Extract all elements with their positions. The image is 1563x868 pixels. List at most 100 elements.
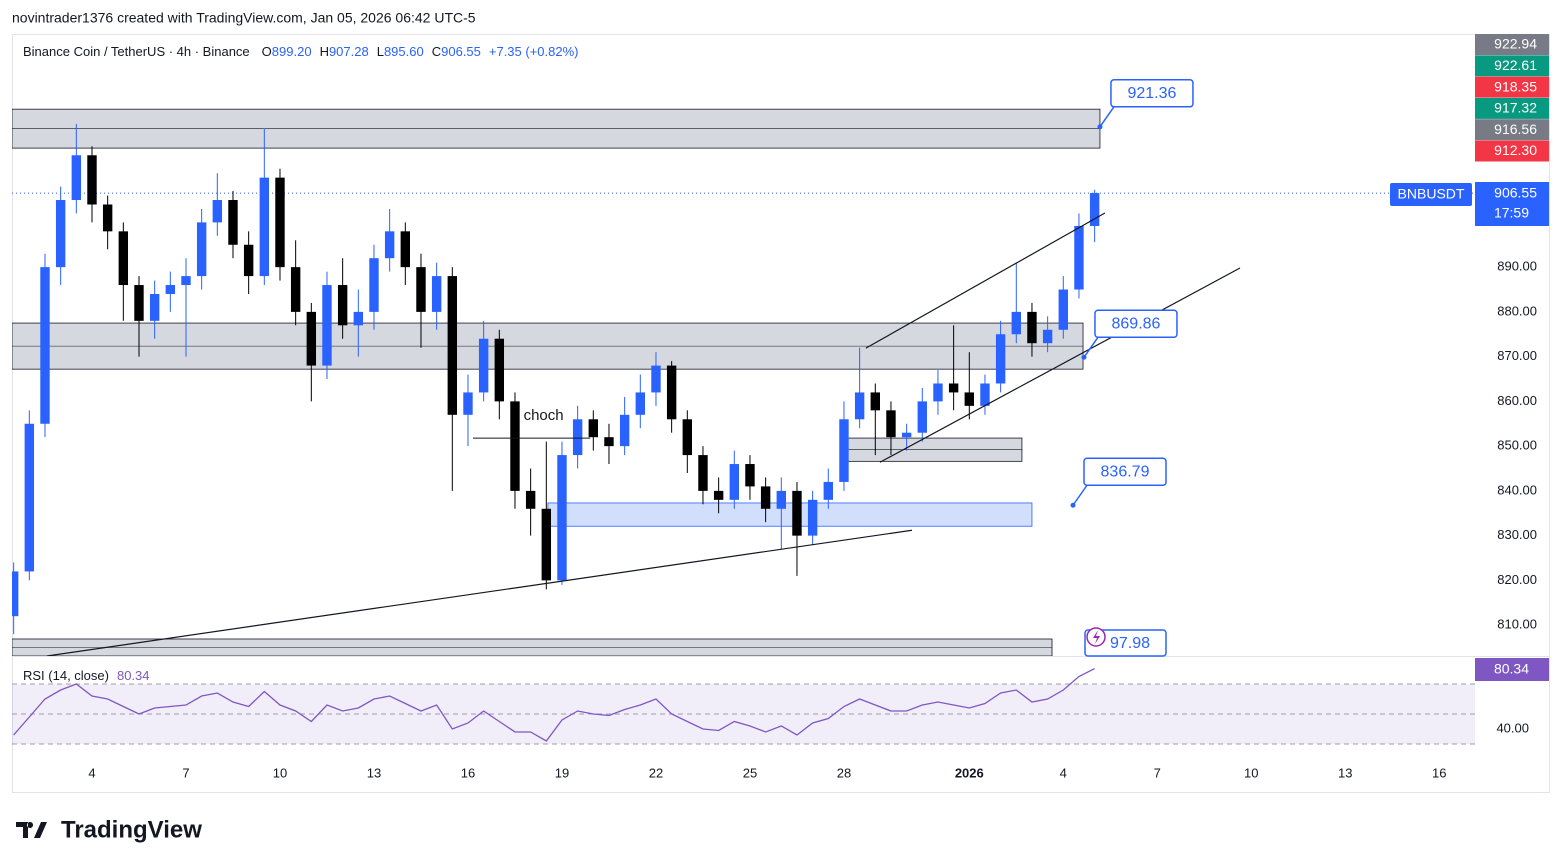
candle — [400, 222, 411, 286]
legend-value: 907.28 — [329, 44, 369, 59]
legend-key: O — [262, 44, 272, 59]
candle — [760, 477, 771, 523]
candle-body — [1089, 193, 1100, 226]
legend-key: C — [432, 44, 441, 59]
rsi-tick-label: 40.00 — [1496, 720, 1529, 735]
candle — [463, 374, 473, 447]
candle — [525, 468, 536, 536]
candle-body — [306, 311, 317, 366]
trend-line — [879, 267, 1241, 463]
last-price-badge — [1475, 182, 1549, 226]
candle-body — [369, 258, 379, 312]
candle — [494, 329, 505, 420]
callout-pointer — [1083, 336, 1099, 358]
candle — [792, 481, 802, 576]
candle — [839, 401, 849, 491]
callout-point — [1097, 124, 1103, 130]
candle — [71, 123, 82, 214]
candle — [666, 361, 677, 433]
candle-body — [917, 401, 927, 433]
candle-body — [980, 383, 990, 406]
candle-body — [745, 464, 755, 487]
callout-pointer — [1072, 484, 1088, 506]
x-tick-label: 28 — [837, 765, 851, 780]
candle-body — [259, 177, 270, 277]
candle — [40, 253, 50, 438]
callout-label: 921.36 — [1127, 85, 1176, 102]
candle-body — [666, 365, 677, 420]
candle — [948, 325, 959, 411]
candle-body — [40, 267, 50, 424]
candle — [745, 455, 755, 500]
candle-body — [807, 499, 818, 536]
candle — [588, 410, 599, 451]
candle-body — [322, 285, 332, 366]
candle — [1011, 262, 1021, 344]
candle — [55, 186, 66, 286]
candle — [917, 387, 927, 442]
y-tick-label: 890.00 — [1497, 259, 1537, 274]
x-tick-label: 2026 — [955, 765, 984, 780]
price-badge-label: 916.56 — [1494, 121, 1537, 137]
candle-body — [525, 490, 536, 509]
candle-body — [682, 419, 693, 456]
candle — [337, 258, 348, 339]
x-tick-label: 16 — [1432, 765, 1446, 780]
candle — [447, 267, 458, 491]
candle — [306, 302, 317, 402]
chart-frame — [12, 34, 1550, 793]
candle — [823, 468, 834, 509]
candle — [275, 168, 285, 281]
candle-body — [24, 423, 35, 572]
logo-mark — [16, 822, 47, 838]
y-tick-label: 850.00 — [1497, 438, 1537, 453]
candle — [181, 258, 191, 357]
candle — [901, 423, 912, 451]
candle — [807, 490, 818, 545]
y-tick-label: 820.00 — [1497, 572, 1537, 587]
alert-bolt — [1093, 630, 1100, 644]
rsi-legend: RSI (14, close) 80.34 — [23, 668, 150, 683]
legend-change: +7.35 (+0.82%) — [489, 44, 579, 59]
candle — [510, 392, 520, 509]
y-tick-label: 860.00 — [1497, 393, 1537, 408]
x-tick-label: 25 — [743, 765, 757, 780]
candle-body — [948, 383, 959, 393]
callout-label: 836.79 — [1101, 463, 1150, 480]
candle — [322, 271, 332, 380]
logo: TradingView — [16, 816, 202, 843]
candle-body — [729, 464, 740, 500]
y-tick-label: 880.00 — [1497, 303, 1537, 318]
candle-body — [933, 383, 943, 402]
y-tick-label: 870.00 — [1497, 348, 1537, 363]
footer-brand: TradingView — [61, 816, 202, 843]
legend-key: H — [320, 44, 329, 59]
candle — [87, 146, 97, 223]
candle — [416, 253, 426, 348]
candle-body — [1074, 225, 1084, 290]
candle — [228, 191, 238, 259]
candle-body — [698, 455, 708, 491]
choch-label: choch — [524, 407, 564, 424]
price-badge-label: 912.30 — [1494, 142, 1537, 158]
candle — [196, 208, 207, 290]
candle — [165, 271, 176, 312]
candle-body — [572, 419, 583, 456]
symbol-label: BNBUSDT — [1398, 186, 1465, 202]
candle-body — [87, 155, 97, 205]
candle-body — [854, 392, 865, 420]
x-tick-label: 7 — [182, 765, 189, 780]
price-badge — [1475, 97, 1549, 119]
legend-value: 895.60 — [384, 44, 424, 59]
x-tick-label: 4 — [1060, 765, 1067, 780]
candle-body — [416, 267, 426, 312]
price-badge — [1475, 140, 1549, 162]
candle-body — [55, 200, 66, 268]
candle-body — [447, 276, 458, 415]
candle — [698, 446, 708, 505]
candle-body — [792, 490, 802, 536]
x-tick-label: 22 — [649, 765, 663, 780]
callout-label: 869.86 — [1112, 315, 1161, 332]
candle — [118, 222, 129, 321]
candle — [12, 562, 19, 635]
